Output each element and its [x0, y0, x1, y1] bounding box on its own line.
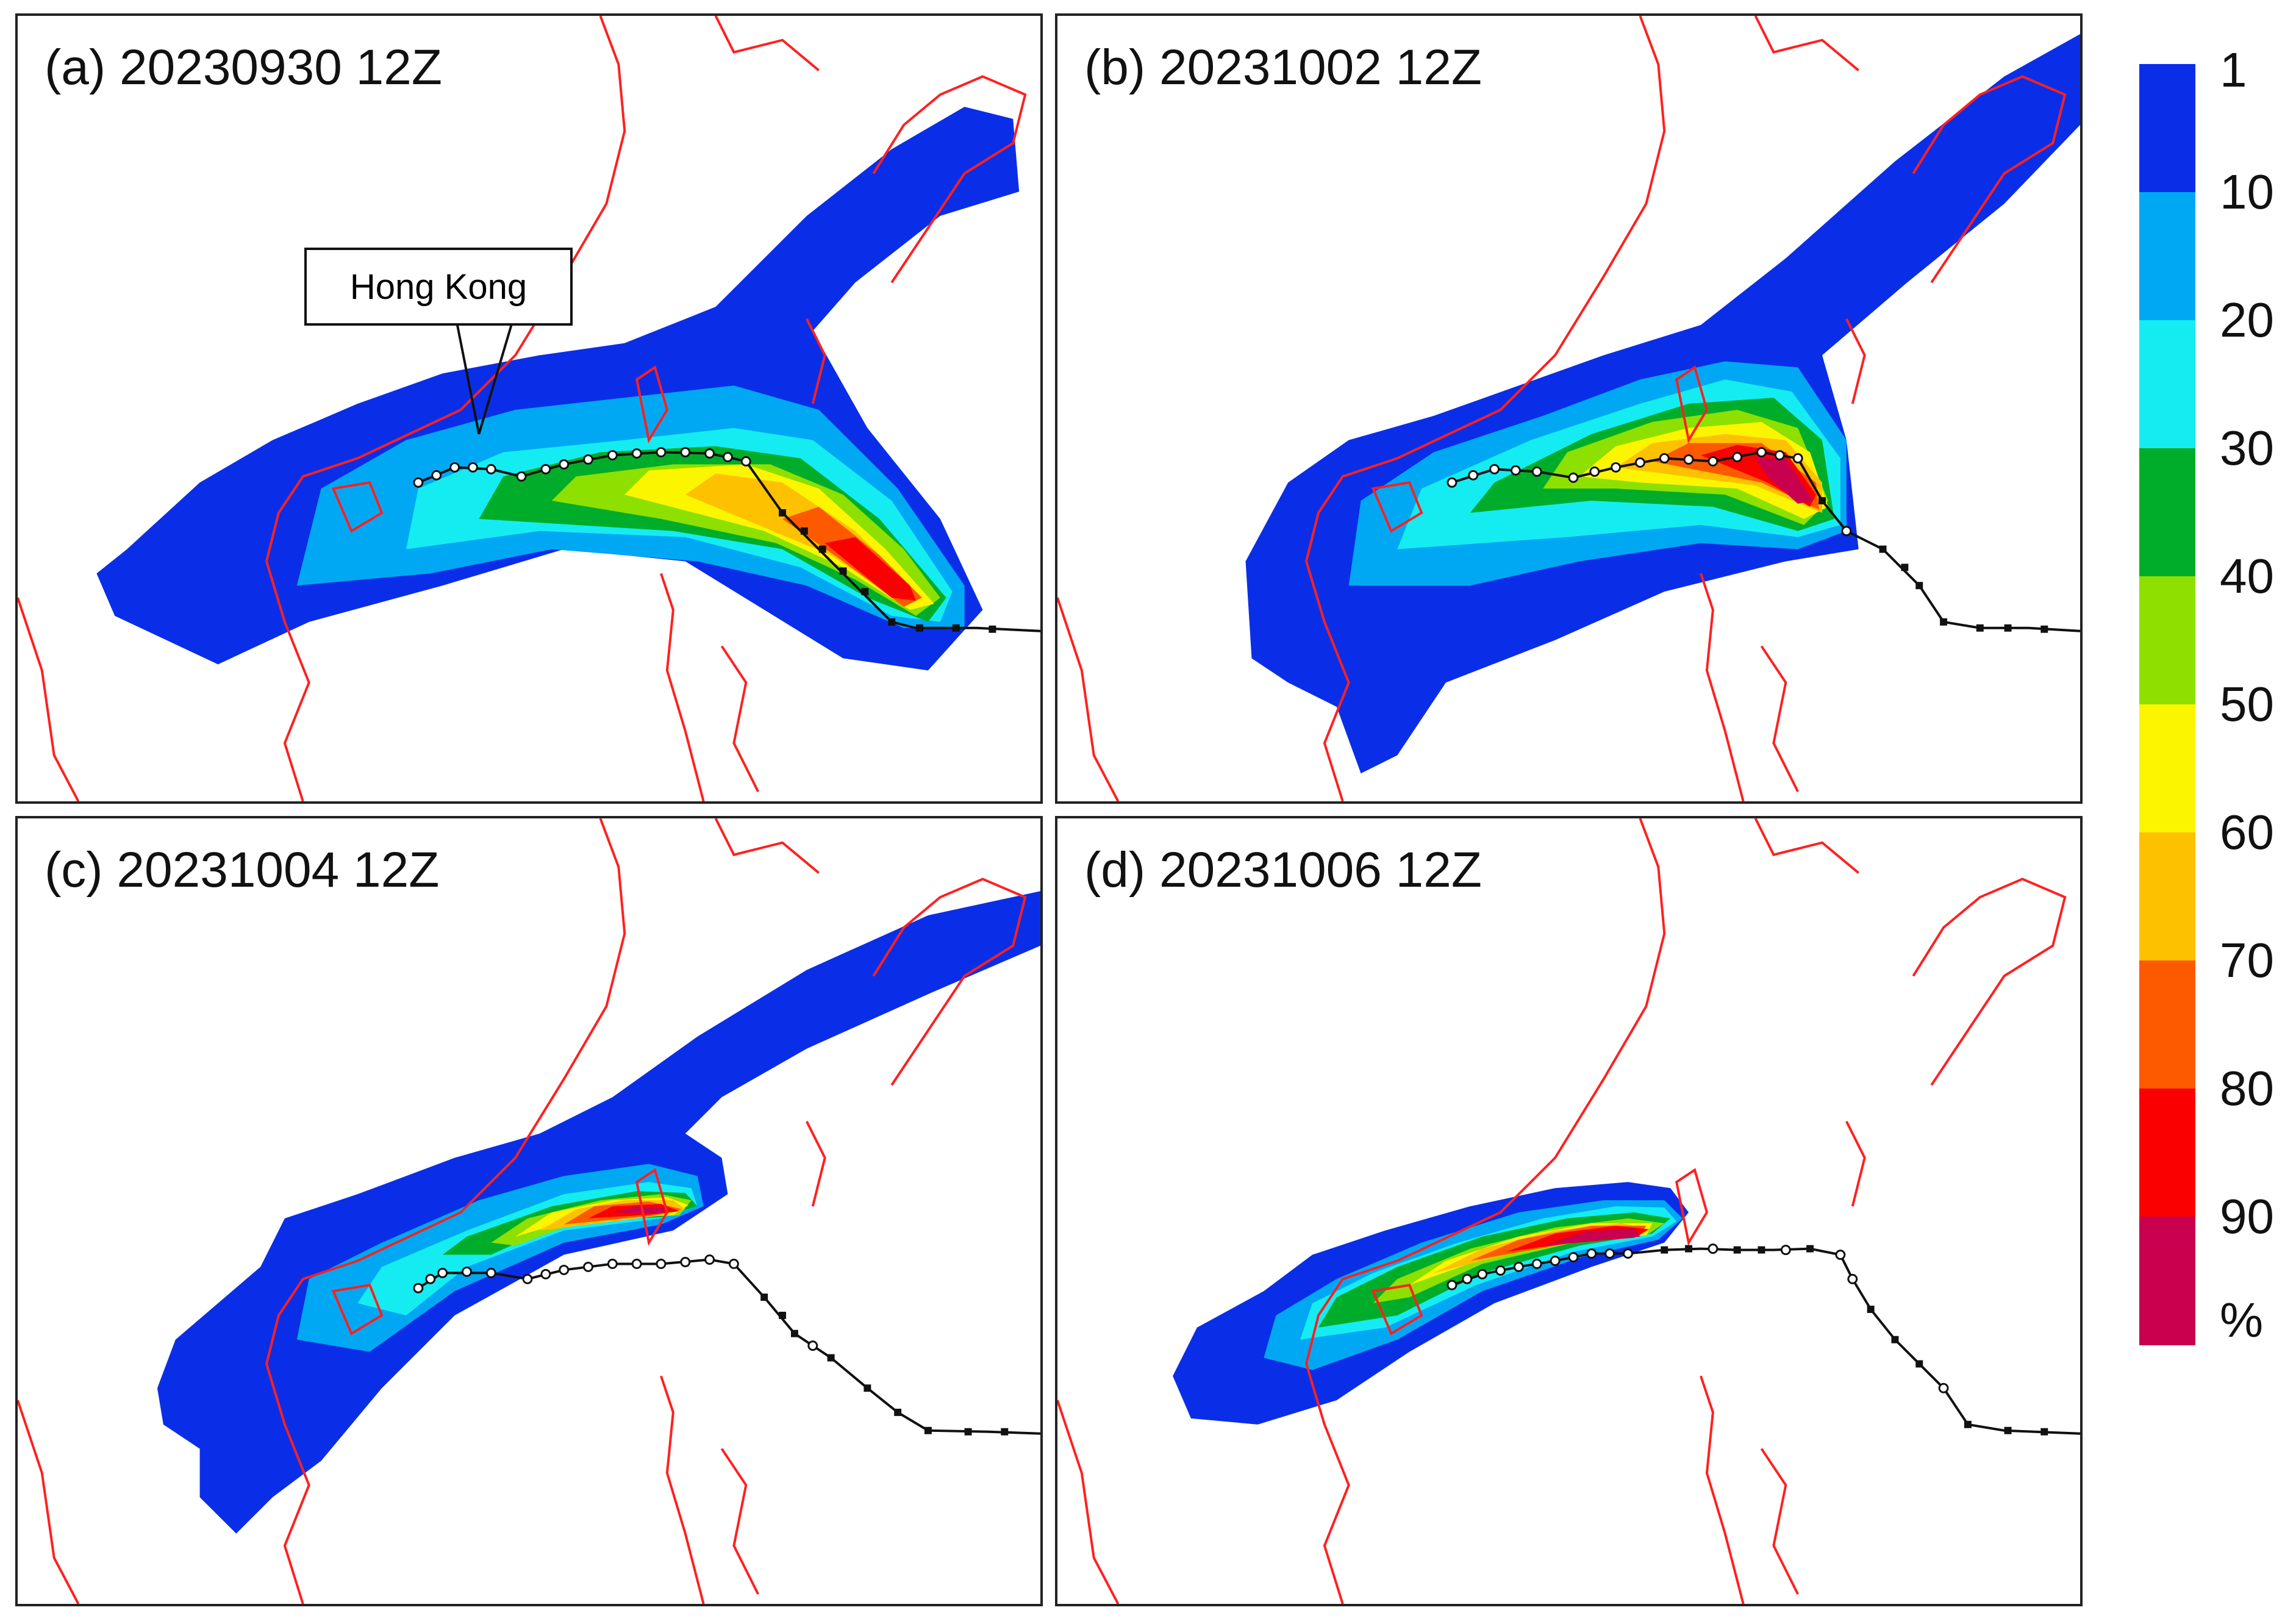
track-points-c	[413, 1254, 818, 1351]
colorbar-tick-label: 40	[2220, 549, 2274, 603]
track-squares-a	[779, 509, 996, 633]
band-90-b	[1755, 458, 1814, 504]
colorbar-segment-40	[2139, 576, 2195, 705]
band-90-d	[1543, 1228, 1640, 1246]
band-90-c	[612, 1206, 667, 1214]
panel-title-c: (c) 20231004 12Z	[45, 842, 440, 898]
colorbar-tick-label: 30	[2220, 421, 2274, 475]
coastline-a	[18, 16, 1027, 801]
track-points-a	[413, 447, 751, 488]
colorbar-segment-90	[2139, 1217, 2195, 1345]
colorbar-segment-10	[2139, 192, 2195, 321]
colorbar-tick-label: 90	[2220, 1189, 2274, 1243]
track-squares-d	[1661, 1245, 2048, 1436]
colorbar-tick-label: 20	[2220, 293, 2274, 347]
colorbar-tick-label: 80	[2220, 1061, 2274, 1115]
panel-title-d: (d) 20231006 12Z	[1084, 842, 1482, 898]
colorbar-segment-70	[2139, 960, 2195, 1089]
probability-shading-d	[1173, 1182, 1689, 1425]
panel-c: (c) 20231004 12Z	[15, 816, 1043, 1606]
probability-shading-a	[96, 107, 1020, 671]
colorbar-tick-label: 50	[2220, 677, 2274, 731]
track-points-b	[1447, 447, 1852, 537]
panel-b: (b) 20231002 12Z	[1055, 13, 2083, 804]
track-a	[413, 447, 1040, 633]
map-d	[1057, 818, 2080, 1604]
track-squares-c	[760, 1293, 1009, 1436]
map-a	[18, 16, 1040, 801]
track-squares-b	[1819, 497, 2048, 633]
colorbar-segment-50	[2139, 704, 2195, 833]
colorbar-segment-30	[2139, 448, 2195, 577]
panel-a: (a) 20230930 12Z Hong Kong	[15, 13, 1043, 804]
hong-kong-callout: Hong Kong	[304, 248, 573, 326]
coastline-c	[18, 818, 1027, 1604]
track-d	[1447, 1243, 2080, 1436]
colorbar	[2139, 64, 2195, 1345]
probability-shading-b	[1245, 34, 2080, 774]
coastline-d	[1057, 818, 2067, 1604]
colorbar-tick-label: 60	[2220, 805, 2274, 859]
band-40-a	[551, 464, 940, 616]
colorbar-unit-label: %	[2220, 1293, 2264, 1347]
colorbar-segment-60	[2139, 832, 2195, 961]
callout-pointer	[453, 311, 517, 435]
track-b	[1447, 447, 2080, 633]
band-80-a	[824, 537, 916, 601]
coastline-b	[1057, 16, 2067, 801]
panel-title-b: (b) 20231002 12Z	[1084, 40, 1482, 95]
track-line-c	[417, 1258, 1040, 1435]
colorbar-tick-label: 70	[2220, 933, 2274, 987]
track-points-d	[1447, 1243, 1949, 1393]
map-b	[1057, 16, 2080, 801]
track-line-d	[1451, 1247, 2080, 1435]
colorbar-tick-label: 1	[2220, 43, 2247, 97]
colorbar-tick-label: 10	[2220, 165, 2274, 219]
track-c	[413, 1254, 1040, 1436]
colorbar-segment-1	[2139, 64, 2195, 193]
panel-d: (d) 20231006 12Z	[1055, 816, 2083, 1606]
panel-title-a: (a) 20230930 12Z	[45, 40, 442, 95]
map-c	[18, 818, 1040, 1604]
colorbar-segment-80	[2139, 1089, 2195, 1217]
colorbar-segment-20	[2139, 320, 2195, 449]
